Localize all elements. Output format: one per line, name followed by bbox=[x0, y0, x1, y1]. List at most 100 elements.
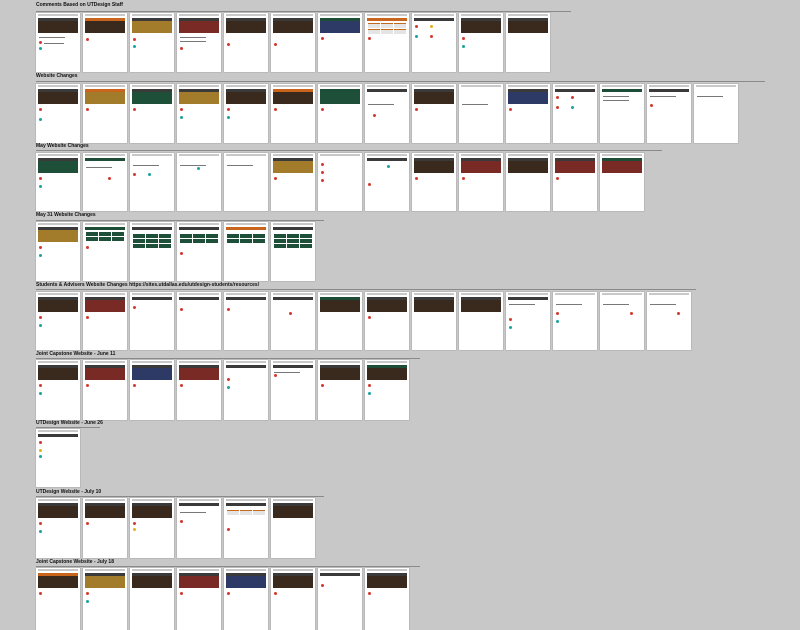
page-frame[interactable] bbox=[271, 498, 315, 558]
page-frame[interactable] bbox=[224, 498, 268, 558]
page-frame[interactable] bbox=[506, 84, 550, 143]
page-frame[interactable] bbox=[600, 153, 644, 211]
section-title: UTDesign Website - July 10 bbox=[36, 489, 102, 495]
page-frame[interactable] bbox=[271, 568, 315, 630]
page-frame[interactable] bbox=[36, 568, 80, 630]
page-frame[interactable] bbox=[224, 222, 268, 281]
page-frame[interactable] bbox=[412, 292, 456, 350]
page-frame[interactable] bbox=[36, 84, 80, 143]
page-frame[interactable] bbox=[177, 498, 221, 558]
page-frame[interactable] bbox=[130, 360, 174, 420]
page-frame[interactable] bbox=[224, 13, 268, 72]
frame-row bbox=[36, 292, 691, 350]
page-frame[interactable] bbox=[271, 222, 315, 281]
page-frame[interactable] bbox=[365, 292, 409, 350]
section-divider bbox=[36, 220, 324, 221]
page-frame[interactable] bbox=[177, 153, 221, 211]
page-frame[interactable] bbox=[271, 292, 315, 350]
page-frame[interactable] bbox=[553, 292, 597, 350]
page-frame[interactable] bbox=[694, 84, 738, 143]
page-frame[interactable] bbox=[36, 498, 80, 558]
page-frame[interactable] bbox=[365, 568, 409, 630]
page-frame[interactable] bbox=[83, 222, 127, 281]
page-frame[interactable] bbox=[412, 13, 456, 72]
page-frame[interactable] bbox=[36, 429, 80, 487]
section-title: Website Changes bbox=[36, 73, 78, 79]
page-frame[interactable] bbox=[130, 84, 174, 143]
page-frame[interactable] bbox=[318, 568, 362, 630]
page-frame[interactable] bbox=[459, 84, 503, 143]
page-frame[interactable] bbox=[224, 153, 268, 211]
page-frame[interactable] bbox=[459, 13, 503, 72]
page-frame[interactable] bbox=[271, 84, 315, 143]
frame-row bbox=[36, 13, 550, 72]
section-divider bbox=[36, 11, 571, 12]
page-frame[interactable] bbox=[130, 222, 174, 281]
page-frame[interactable] bbox=[365, 13, 409, 72]
section-title: Joint Capstone Website - July 18 bbox=[36, 559, 114, 565]
page-frame[interactable] bbox=[36, 153, 80, 211]
page-frame[interactable] bbox=[36, 360, 80, 420]
page-frame[interactable] bbox=[459, 153, 503, 211]
page-frame[interactable] bbox=[224, 84, 268, 143]
page-frame[interactable] bbox=[36, 13, 80, 72]
page-frame[interactable] bbox=[271, 360, 315, 420]
section-divider bbox=[36, 358, 420, 359]
page-frame[interactable] bbox=[506, 153, 550, 211]
page-frame[interactable] bbox=[83, 292, 127, 350]
page-frame[interactable] bbox=[83, 84, 127, 143]
page-frame[interactable] bbox=[83, 360, 127, 420]
page-frame[interactable] bbox=[459, 292, 503, 350]
page-frame[interactable] bbox=[318, 153, 362, 211]
section-divider bbox=[36, 289, 696, 290]
page-frame[interactable] bbox=[318, 360, 362, 420]
page-frame[interactable] bbox=[130, 292, 174, 350]
section-title: Comments Based on UTDesign Staff bbox=[36, 2, 123, 8]
frame-row bbox=[36, 222, 315, 281]
page-frame[interactable] bbox=[83, 13, 127, 72]
page-frame[interactable] bbox=[553, 153, 597, 211]
frame-row bbox=[36, 153, 644, 211]
page-frame[interactable] bbox=[83, 498, 127, 558]
page-frame[interactable] bbox=[365, 153, 409, 211]
page-frame[interactable] bbox=[506, 13, 550, 72]
section-title: Students & Advisers Website Changes http… bbox=[36, 282, 260, 288]
section-title: Joint Capstone Website - June 11 bbox=[36, 351, 116, 357]
page-frame[interactable] bbox=[647, 292, 691, 350]
section-title: UTDesign Website - June 26 bbox=[36, 420, 103, 426]
page-frame[interactable] bbox=[130, 568, 174, 630]
page-frame[interactable] bbox=[553, 84, 597, 143]
page-frame[interactable] bbox=[412, 84, 456, 143]
page-frame[interactable] bbox=[83, 153, 127, 211]
page-frame[interactable] bbox=[318, 13, 362, 72]
page-frame[interactable] bbox=[318, 292, 362, 350]
page-frame[interactable] bbox=[224, 292, 268, 350]
page-frame[interactable] bbox=[271, 13, 315, 72]
page-frame[interactable] bbox=[83, 568, 127, 630]
page-frame[interactable] bbox=[177, 222, 221, 281]
page-frame[interactable] bbox=[36, 222, 80, 281]
page-frame[interactable] bbox=[224, 360, 268, 420]
page-frame[interactable] bbox=[600, 84, 644, 143]
page-frame[interactable] bbox=[177, 292, 221, 350]
page-frame[interactable] bbox=[271, 153, 315, 211]
page-frame[interactable] bbox=[177, 13, 221, 72]
section-divider bbox=[36, 150, 662, 151]
page-frame[interactable] bbox=[600, 292, 644, 350]
page-frame[interactable] bbox=[130, 153, 174, 211]
page-frame[interactable] bbox=[130, 13, 174, 72]
section-title: May 31 Website Changes bbox=[36, 212, 96, 218]
page-frame[interactable] bbox=[318, 84, 362, 143]
page-frame[interactable] bbox=[412, 153, 456, 211]
page-frame[interactable] bbox=[647, 84, 691, 143]
page-frame[interactable] bbox=[177, 568, 221, 630]
page-frame[interactable] bbox=[365, 84, 409, 143]
page-frame[interactable] bbox=[365, 360, 409, 420]
page-frame[interactable] bbox=[177, 360, 221, 420]
page-frame[interactable] bbox=[506, 292, 550, 350]
page-frame[interactable] bbox=[177, 84, 221, 143]
page-frame[interactable] bbox=[224, 568, 268, 630]
page-frame[interactable] bbox=[130, 498, 174, 558]
section-divider bbox=[36, 566, 420, 567]
page-frame[interactable] bbox=[36, 292, 80, 350]
